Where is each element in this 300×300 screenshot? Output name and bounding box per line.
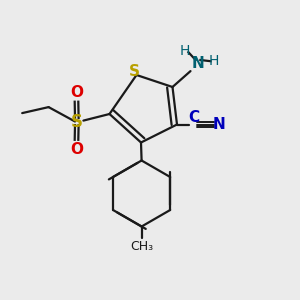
- Text: O: O: [70, 142, 83, 157]
- Text: N: N: [213, 117, 225, 132]
- Text: CH₃: CH₃: [130, 240, 153, 253]
- Text: O: O: [70, 85, 83, 100]
- Text: S: S: [70, 113, 83, 131]
- Text: S: S: [129, 64, 140, 79]
- Text: C: C: [188, 110, 199, 124]
- Text: N: N: [192, 56, 204, 70]
- Text: H: H: [208, 54, 219, 68]
- Text: H: H: [179, 44, 190, 58]
